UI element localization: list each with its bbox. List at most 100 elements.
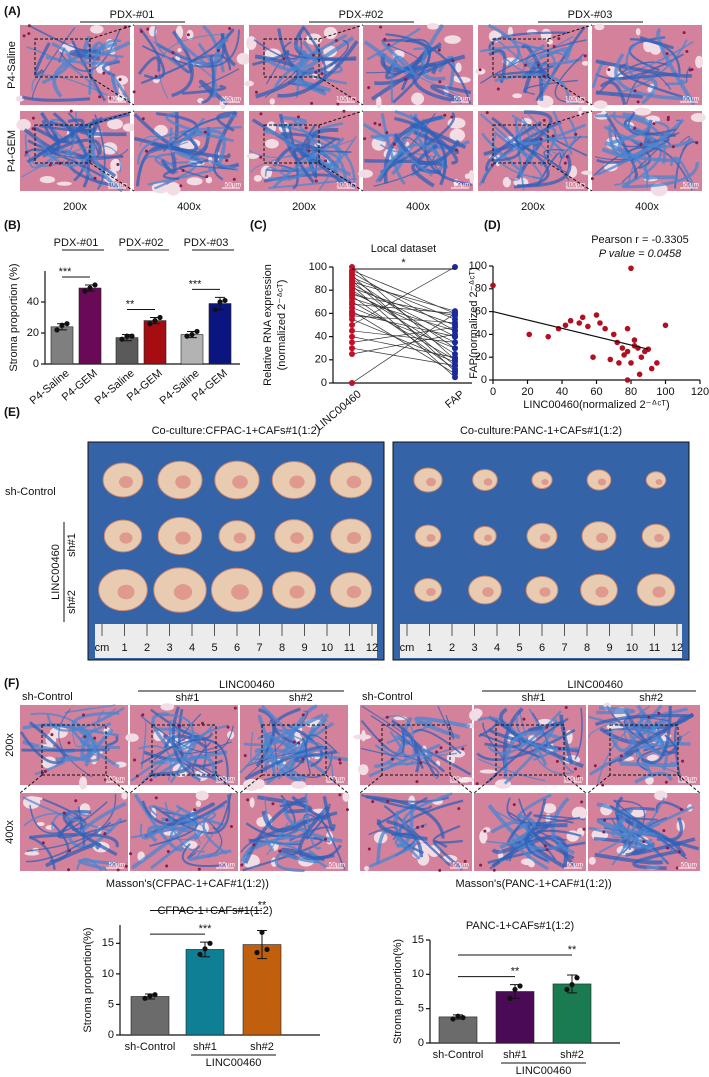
fiber: [181, 84, 227, 95]
data-point: [585, 323, 591, 330]
fiber: [594, 852, 664, 865]
nucleus: [367, 86, 371, 90]
fiber: [251, 118, 338, 174]
nucleus: [490, 163, 494, 167]
chart-title: CFPAC-1+CAFs#1(1:2): [157, 905, 272, 917]
cell: [353, 734, 372, 740]
fiber: [139, 27, 166, 80]
fiber: [493, 37, 548, 86]
fiber: [334, 137, 349, 156]
data-point: [597, 320, 603, 326]
tissue: [20, 25, 130, 105]
bar: [185, 949, 225, 1036]
caption: Masson's(CFPAC-1+CAF#1(1:2)): [106, 878, 269, 890]
nucleus: [483, 829, 487, 833]
y-tick-label: 100: [469, 260, 487, 272]
data-point: [638, 354, 645, 361]
x-tick-label: sh-Control: [125, 1041, 176, 1053]
fiber: [253, 32, 303, 60]
fiber: [376, 797, 428, 826]
data-point: [593, 312, 600, 318]
fiber: [147, 167, 217, 186]
y-tick-label: 80: [315, 284, 327, 296]
fiber: [277, 40, 359, 98]
panel-label: (C): [250, 218, 267, 232]
tumor-spot: [346, 585, 362, 599]
data-point: [579, 314, 586, 321]
nucleus: [296, 115, 300, 119]
nucleus: [457, 807, 461, 811]
fiber: [559, 714, 574, 765]
data-point: [607, 356, 614, 363]
nucleus: [44, 769, 48, 773]
zoom-line: [89, 76, 135, 106]
fiber: [171, 706, 202, 782]
fiber: [368, 743, 441, 778]
row-label: 200x: [4, 733, 16, 757]
zoom-box: [495, 724, 565, 776]
fiber: [140, 738, 229, 784]
fiber: [62, 810, 118, 857]
significance-label: ***: [199, 923, 213, 935]
y-tick-label: 0: [481, 374, 487, 386]
nucleus: [451, 59, 455, 63]
data-point: [259, 929, 265, 935]
cell: [195, 800, 202, 807]
group-label: LINC00460: [206, 1057, 262, 1069]
x-tick-label: sh#2: [560, 1049, 584, 1061]
tumor-spot: [597, 478, 607, 486]
fiber: [603, 125, 694, 149]
cell: [236, 52, 251, 65]
fiber: [188, 849, 232, 861]
nucleus: [31, 127, 35, 131]
nucleus: [228, 27, 232, 31]
fiber: [380, 111, 456, 174]
fiber: [242, 835, 308, 866]
zoom-line: [547, 162, 593, 192]
nucleus: [387, 43, 391, 47]
tumor-spot: [596, 532, 608, 544]
nucleus: [310, 101, 314, 105]
nucleus: [226, 725, 230, 729]
x-tick-label: 20: [521, 386, 533, 398]
cell: [444, 35, 461, 44]
tumor-spot: [290, 532, 304, 544]
tumor-spot: [483, 478, 493, 486]
data-point: [624, 348, 631, 355]
fiber: [163, 734, 207, 749]
cell: [588, 857, 596, 865]
nucleus: [416, 825, 420, 829]
column-title: PDX-#01: [110, 9, 155, 21]
nucleus: [304, 126, 308, 130]
fiber: [212, 793, 232, 831]
scale-bar: 50μm: [681, 862, 697, 869]
histology-image: 100μm: [469, 705, 586, 789]
zoom-box: [381, 724, 451, 776]
fiber: [130, 811, 217, 839]
fiber: [492, 134, 541, 180]
fiber: [294, 40, 317, 62]
nucleus: [373, 121, 377, 125]
fiber: [243, 796, 307, 864]
histology-image: 100μm: [19, 704, 128, 790]
annotation: P value = 0.0458: [599, 248, 682, 260]
nucleus: [545, 725, 549, 729]
cell: [291, 780, 307, 789]
fiber: [175, 804, 226, 827]
scale-bar: 50μm: [225, 96, 241, 103]
fiber: [481, 132, 523, 173]
fiber: [162, 159, 209, 181]
bar: [495, 991, 535, 1044]
pair-line: [351, 313, 456, 337]
nucleus: [246, 798, 250, 802]
fiber: [292, 148, 345, 186]
fiber: [383, 715, 415, 764]
nucleus: [639, 142, 643, 146]
nucleus: [314, 179, 318, 183]
nucleus: [139, 29, 143, 33]
fiber: [381, 744, 458, 757]
nucleus: [552, 44, 556, 48]
fiber: [148, 805, 197, 823]
nucleus: [338, 793, 342, 797]
data-point: [610, 331, 617, 338]
